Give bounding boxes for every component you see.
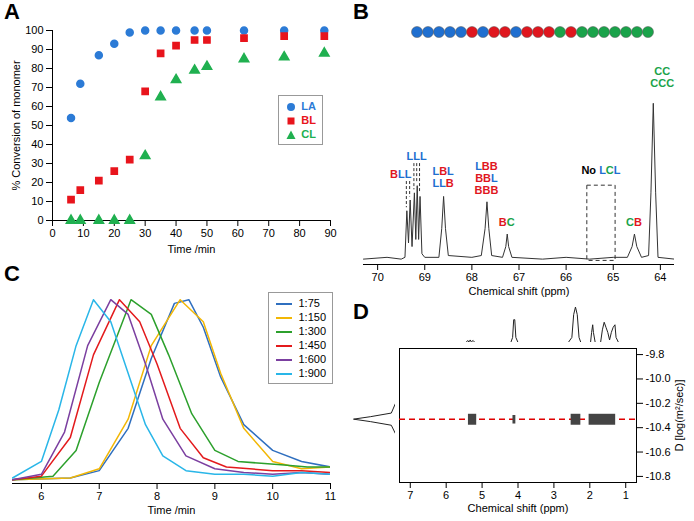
html-text:BL: BL	[301, 114, 316, 127]
svg-text:Time /min: Time /min	[148, 504, 196, 516]
svg-text:50: 50	[31, 119, 43, 131]
svg-text:BBB: BBB	[475, 184, 499, 196]
svg-text:CB: CB	[626, 216, 642, 228]
svg-text:-10.6: -10.6	[646, 446, 671, 458]
html-text:1:75: 1:75	[298, 297, 320, 309]
svg-text:80: 80	[31, 62, 43, 74]
html-text:D: D	[353, 299, 369, 324]
svg-text:70: 70	[31, 81, 43, 93]
svg-text:LBL: LBL	[432, 165, 454, 177]
svg-text:BLL: BLL	[390, 168, 412, 180]
svg-text:-10.8: -10.8	[646, 470, 671, 482]
svg-text:90: 90	[324, 227, 336, 239]
svg-text:66: 66	[560, 271, 572, 283]
svg-text:80: 80	[293, 227, 305, 239]
html-text:A: A	[4, 0, 20, 24]
svg-text:68: 68	[466, 271, 478, 283]
html-text:1:450: 1:450	[298, 339, 326, 351]
svg-text:LLL: LLL	[407, 150, 427, 162]
svg-text:100: 100	[25, 24, 43, 36]
svg-text:30: 30	[31, 157, 43, 169]
html-text:LA: LA	[301, 100, 316, 112]
svg-text:11: 11	[325, 490, 336, 502]
html-text:1:900: 1:900	[298, 367, 326, 379]
svg-text:1: 1	[623, 489, 629, 501]
svg-text:69: 69	[419, 271, 431, 283]
svg-text:65: 65	[607, 271, 619, 283]
svg-text:-10.0: -10.0	[646, 372, 671, 384]
svg-text:5: 5	[479, 489, 485, 501]
svg-text:6: 6	[38, 490, 44, 502]
svg-text:D [log(m²/sec)]: D [log(m²/sec)]	[673, 379, 685, 451]
svg-text:% Conversion of monomer: % Conversion of monomer	[10, 60, 22, 191]
svg-text:Chemical shift (ppm): Chemical shift (ppm)	[468, 502, 569, 514]
svg-text:CC: CC	[654, 65, 670, 77]
svg-text:CCC: CCC	[650, 77, 674, 89]
svg-text:40: 40	[31, 138, 43, 150]
svg-text:20: 20	[108, 227, 120, 239]
svg-text:2: 2	[587, 489, 593, 501]
svg-text:9: 9	[212, 490, 218, 502]
svg-text:-10.4: -10.4	[646, 421, 671, 433]
svg-text:-9.8: -9.8	[646, 348, 665, 360]
html-text:CL: CL	[301, 128, 316, 141]
svg-text:10: 10	[31, 195, 43, 207]
svg-text:7: 7	[96, 490, 102, 502]
html-text:1:150: 1:150	[298, 311, 326, 323]
svg-text:8: 8	[154, 490, 160, 502]
svg-text:70: 70	[372, 271, 384, 283]
svg-text:Time /min: Time /min	[168, 243, 216, 255]
svg-text:64: 64	[654, 271, 666, 283]
html-text:B: B	[353, 0, 369, 24]
svg-text:50: 50	[201, 227, 213, 239]
svg-text:3: 3	[551, 489, 557, 501]
svg-text:60: 60	[232, 227, 244, 239]
svg-text:4: 4	[515, 489, 521, 501]
html-text:1:600: 1:600	[298, 353, 326, 365]
svg-text:BBL: BBL	[475, 172, 498, 184]
svg-text:30: 30	[139, 227, 151, 239]
svg-text:6: 6	[443, 489, 449, 501]
svg-text:-10.2: -10.2	[646, 397, 671, 409]
svg-text:10: 10	[77, 227, 89, 239]
svg-text:40: 40	[170, 227, 182, 239]
svg-text:0: 0	[49, 227, 55, 239]
html-text:1:300: 1:300	[298, 325, 326, 337]
svg-text:10: 10	[267, 490, 279, 502]
svg-text:BC: BC	[499, 216, 515, 228]
svg-text:60: 60	[31, 100, 43, 112]
svg-text:67: 67	[513, 271, 525, 283]
svg-text:0: 0	[37, 214, 43, 226]
svg-text:Chemical shift (ppm): Chemical shift (ppm)	[469, 285, 570, 297]
svg-text:LBB: LBB	[475, 160, 498, 172]
svg-text:70: 70	[263, 227, 275, 239]
svg-text:90: 90	[31, 43, 43, 55]
svg-text:20: 20	[31, 176, 43, 188]
svg-text:7: 7	[407, 489, 413, 501]
svg-text:LLB: LLB	[432, 177, 453, 189]
html-text:C: C	[4, 261, 20, 286]
svg-text:No LCL: No LCL	[581, 164, 620, 176]
